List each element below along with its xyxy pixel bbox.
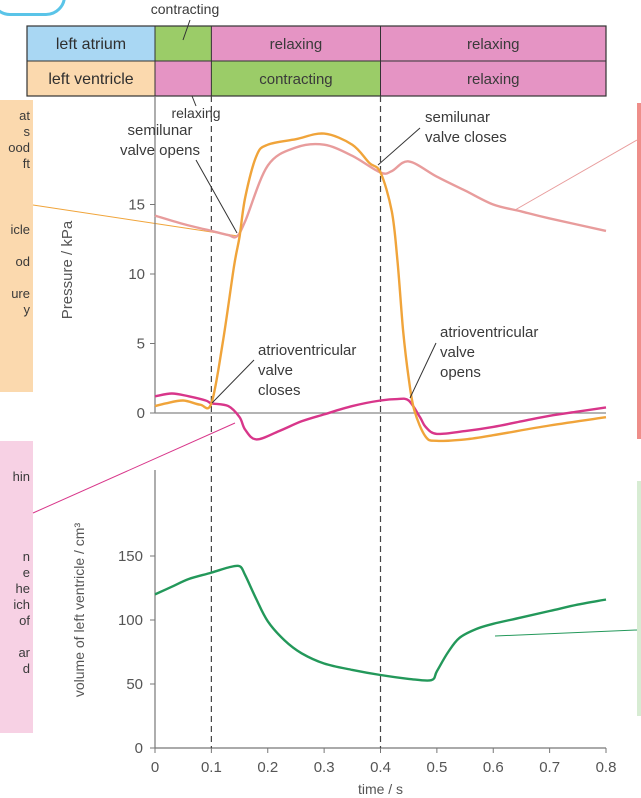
ventricle-volume-line [154, 564, 607, 682]
time-tick-label: 0.2 [257, 759, 278, 776]
green-box-leader [494, 629, 638, 637]
av-opens-label: atrioventricular [440, 324, 538, 341]
caption-line: icle [10, 222, 30, 237]
phase-cell [155, 61, 212, 96]
pressure-tick-label: 15 [128, 197, 145, 214]
right-caption-box-green [637, 481, 641, 716]
pressure-tick-label: 5 [137, 336, 145, 353]
phase-label: contracting [259, 71, 332, 88]
phase-table: left atrium relaxing relaxing left ventricl… [26, 1, 607, 121]
av-opens-leader [409, 342, 437, 399]
caption-line: od [15, 254, 30, 269]
time-tick-label: 0 [151, 759, 159, 776]
caption-line: d [22, 661, 30, 676]
caption-line: n [22, 549, 30, 564]
atrium-contracting-leader [182, 19, 191, 41]
red-box-leader [514, 139, 638, 211]
time-tick-label: 0.4 [370, 759, 391, 776]
series [154, 132, 607, 682]
phase-cell [155, 26, 212, 61]
av-opens-label: valve [440, 344, 475, 361]
left-caption-box-orange: at s ood ft icle od ure y [0, 100, 33, 392]
caption-line: s [23, 124, 31, 139]
time-tick-label: 0.7 [539, 759, 560, 776]
pressure-tick-label: 0 [137, 405, 145, 422]
left-caption-box-pink: hin n e he ich of ar d [0, 441, 33, 733]
atrium-contracting-label: contracting [151, 1, 219, 17]
caption-line: ich [13, 597, 30, 612]
caption-line: ar [18, 645, 30, 660]
annotations: semilunar valve opens semilunar valve close… [120, 109, 538, 404]
pressure-axis-label: Pressure / kPa [59, 220, 76, 319]
caption-line: y [23, 302, 31, 317]
ventricular-pressure-line [154, 132, 607, 443]
volume-tick-label: 100 [118, 612, 143, 629]
caption-line: ood [8, 140, 30, 155]
semilunar-closes-label: valve closes [425, 129, 507, 146]
pink-box-leader [32, 422, 236, 514]
caption-line: hin [12, 469, 30, 484]
phase-cell [380, 61, 606, 96]
caption-line: e [22, 565, 30, 580]
time-tick-label: 0.6 [483, 759, 504, 776]
pressure-tick-label: 10 [128, 266, 145, 283]
semilunar-opens-leader [195, 159, 238, 234]
semilunar-closes-label: semilunar [425, 109, 490, 126]
time-axis-label: time / s [358, 781, 403, 797]
phase-label: relaxing [270, 36, 323, 53]
phase-cell [380, 26, 606, 61]
axes: 0 5 10 15 Pressure / kPa 0 50 100 150 0 0.1 0.2 0.3 0… [59, 96, 616, 797]
row-label: left ventricle [48, 71, 133, 88]
row-label-cell [27, 26, 155, 61]
aortic-pressure-line [154, 142, 607, 239]
caption-line: ft [22, 156, 30, 171]
time-tick-label: 0.1 [201, 759, 222, 776]
caption-line: he [15, 581, 30, 596]
caption-line: ure [11, 286, 30, 301]
ventricle-relaxing-label: relaxing [171, 105, 220, 121]
volume-axis-label: volume of left ventricle / cm³ [71, 523, 87, 698]
phase-label: relaxing [467, 71, 520, 88]
leader-lines [32, 139, 638, 637]
volume-tick-label: 50 [126, 676, 143, 693]
caption-line: of [19, 613, 30, 628]
av-closes-leader [211, 359, 255, 404]
volume-tick-label: 0 [135, 740, 143, 757]
volume-tick-label: 150 [118, 548, 143, 565]
orange-box-leader [32, 204, 239, 237]
av-opens-label: opens [440, 364, 481, 381]
phase-cell [211, 26, 381, 61]
phase-cell [211, 61, 381, 96]
phase-label: relaxing [467, 36, 520, 53]
ventricle-relaxing-leader [191, 95, 197, 107]
av-closes-label: atrioventricular [258, 342, 356, 359]
semilunar-opens-label: valve opens [120, 142, 200, 159]
time-tick-label: 0.3 [314, 759, 335, 776]
semilunar-closes-leader [377, 127, 421, 166]
av-closes-label: valve [258, 362, 293, 379]
time-tick-label: 0.8 [596, 759, 617, 776]
av-closes-label: closes [258, 382, 301, 399]
caption-line: at [19, 108, 30, 123]
time-tick-label: 0.5 [426, 759, 447, 776]
right-caption-box-red [637, 103, 641, 439]
semilunar-opens-label: semilunar [127, 122, 192, 139]
row-label-cell [27, 61, 155, 96]
row-label: left atrium [56, 36, 126, 53]
